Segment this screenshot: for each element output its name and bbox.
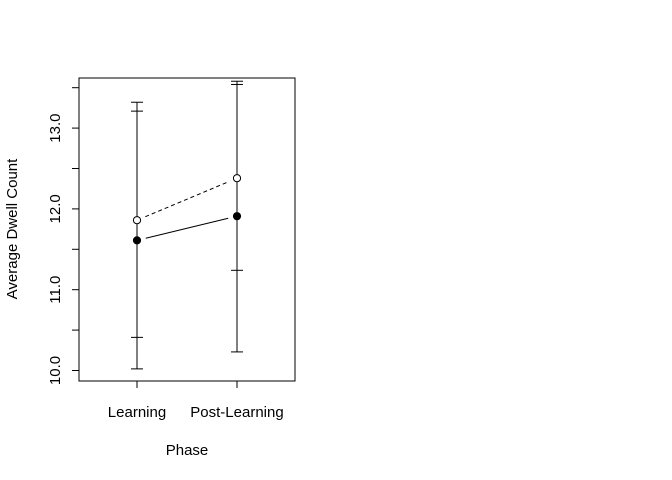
open-point [132, 216, 142, 225]
error-bars [131, 80, 243, 370]
y-tick-label: 12.0 [47, 194, 64, 223]
filled-point [132, 236, 142, 245]
data-points [132, 174, 242, 245]
series-line [145, 181, 229, 218]
series-lines [145, 181, 229, 239]
x-axis-label: Phase [166, 442, 209, 459]
y-axis: 10.0 11.0 12.0 13.0 [47, 87, 79, 385]
y-axis-label: Average Dwell Count [4, 158, 21, 299]
plot-frame [78, 77, 296, 382]
x-axis: Learning Post-Learning [108, 381, 284, 421]
open-point [232, 174, 242, 183]
x-tick-label: Learning [108, 404, 166, 421]
filled-point [232, 212, 242, 221]
series-line [145, 217, 229, 239]
y-tick-label: 13.0 [47, 113, 64, 142]
x-tick-label: Post-Learning [190, 404, 283, 421]
y-tick-label: 10.0 [47, 356, 64, 385]
y-tick-label: 11.0 [47, 276, 64, 304]
